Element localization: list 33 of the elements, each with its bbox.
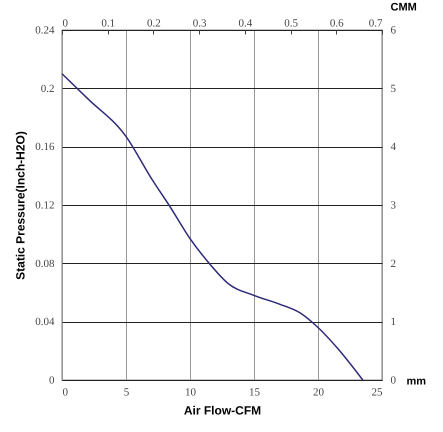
x-axis-title: Air Flow-CFM xyxy=(184,404,262,418)
y2-tick-label: 2 xyxy=(390,258,396,270)
x2-tick-label: 0.7 xyxy=(368,18,383,30)
y-tick-label: 0.2 xyxy=(40,82,54,95)
x-tick-label: 15 xyxy=(249,386,260,398)
x2-tick-label: 0.4 xyxy=(238,18,253,30)
y2-tick-label: 6 xyxy=(390,24,396,36)
y-tick-label: 0.08 xyxy=(35,258,55,270)
x-tick-label: 10 xyxy=(185,386,196,398)
y-tick-label: 0.16 xyxy=(35,141,55,154)
line-series xyxy=(61,73,364,381)
x2-tick-label: 0.5 xyxy=(284,18,298,30)
x2-tick-label: 0.1 xyxy=(101,18,116,30)
x-tick-label: 20 xyxy=(313,386,324,398)
y2-tick-label: 5 xyxy=(390,82,396,95)
x2-tick-label: 0.6 xyxy=(330,18,344,30)
y-tick-label: 0.24 xyxy=(35,24,55,36)
y2-axis-title: mm xyxy=(406,376,426,388)
y2-tick-label: 3 xyxy=(390,200,396,212)
y-axis-title: Static Pressure(Inch-H2O) xyxy=(13,131,28,280)
x2-tick-label: 0 xyxy=(62,18,68,30)
y-tick-label: 0.04 xyxy=(35,316,55,328)
x2-axis-title: CMM xyxy=(390,2,417,14)
y2-tick-label: 1 xyxy=(390,316,396,328)
y-tick-label: 0.12 xyxy=(35,200,54,212)
x2-tick-label: 0.2 xyxy=(147,18,161,30)
x-tick-label: 5 xyxy=(124,386,130,398)
x2-tick-label: 0.3 xyxy=(192,18,208,30)
y-tick-label: 0 xyxy=(49,374,55,386)
x-tick-label: 25 xyxy=(372,386,383,398)
x-tick-label: 0 xyxy=(62,386,68,398)
y2-tick-label: 4 xyxy=(390,141,396,154)
y2-tick-label: 0 xyxy=(390,374,396,386)
